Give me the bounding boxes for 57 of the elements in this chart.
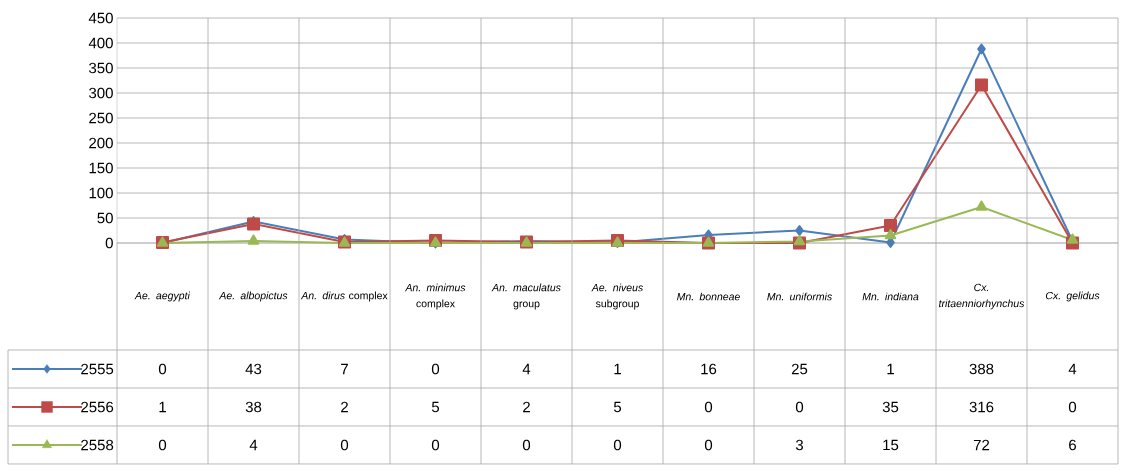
x-tick-label: An. dirus complex <box>300 291 388 302</box>
data-label: 1 <box>614 363 621 375</box>
y-tick-label: 400 <box>88 37 113 49</box>
y-tick-label: 50 <box>97 212 113 224</box>
y-tick-label: 300 <box>89 87 113 99</box>
data-label: 0 <box>795 401 804 413</box>
data-label: 4 <box>522 363 531 375</box>
x-tick-label: An. maculatus group <box>491 283 561 310</box>
data-label: 35 <box>882 401 899 413</box>
data-label: 316 <box>969 401 994 413</box>
x-tick-label: Cx. tritaenniorhynchus <box>939 283 1025 310</box>
data-label: 25 <box>791 363 808 375</box>
x-tick-label: Ae. aegypti <box>134 291 191 302</box>
x-tick-label: An. minimus complex <box>404 283 466 310</box>
data-label: 7 <box>341 363 348 375</box>
x-tick-label: Ae. niveus subgroup <box>591 283 643 310</box>
data-label: 0 <box>522 439 531 451</box>
y-tick-label: 450 <box>88 12 113 24</box>
data-label: 38 <box>245 401 262 413</box>
y-tick-label: 100 <box>89 187 113 199</box>
data-label: 3 <box>795 439 804 451</box>
data-label: 0 <box>158 363 167 375</box>
data-label: 0 <box>431 363 440 375</box>
data-label: 0 <box>340 439 349 451</box>
data-label: 5 <box>613 401 622 413</box>
data-label: 2 <box>523 401 530 413</box>
data-label: 4 <box>249 439 258 451</box>
data-label: 0 <box>158 439 167 451</box>
data-label: 1 <box>887 363 894 375</box>
data-label: 43 <box>245 363 262 375</box>
data-label: 15 <box>883 439 899 451</box>
y-tick-label: 150 <box>89 162 113 174</box>
data-label: 16 <box>701 363 717 375</box>
data-label: 0 <box>704 439 713 451</box>
x-tick-label: Mn. uniformis <box>767 292 832 301</box>
y-tick-label: 200 <box>89 137 113 149</box>
data-label: 0 <box>1068 401 1077 413</box>
x-tick-label: Ae. albopictus <box>218 291 288 302</box>
y-tick-label: 250 <box>89 112 113 124</box>
data-label: 388 <box>969 363 994 375</box>
data-label: 0 <box>431 439 440 451</box>
x-tick-label: Mn. bonneae <box>677 292 740 301</box>
x-tick-label: Cx. gelidus <box>1045 291 1100 302</box>
data-label: 0 <box>613 439 622 451</box>
data-label: 2 <box>341 401 348 413</box>
x-tick-label: Mn. indiana <box>862 292 919 301</box>
legend-label: 2556 <box>81 401 114 413</box>
data-label: 1 <box>159 401 166 413</box>
legend-label: 2558 <box>81 439 114 451</box>
data-label: 72 <box>973 439 990 451</box>
data-label: 0 <box>704 401 713 413</box>
legend-label: 2555 <box>81 363 114 375</box>
y-tick-label: 0 <box>105 237 113 249</box>
data-label: 5 <box>431 401 440 413</box>
data-label: 4 <box>1068 363 1077 375</box>
data-label: 6 <box>1069 439 1077 451</box>
y-tick-label: 350 <box>89 62 113 74</box>
